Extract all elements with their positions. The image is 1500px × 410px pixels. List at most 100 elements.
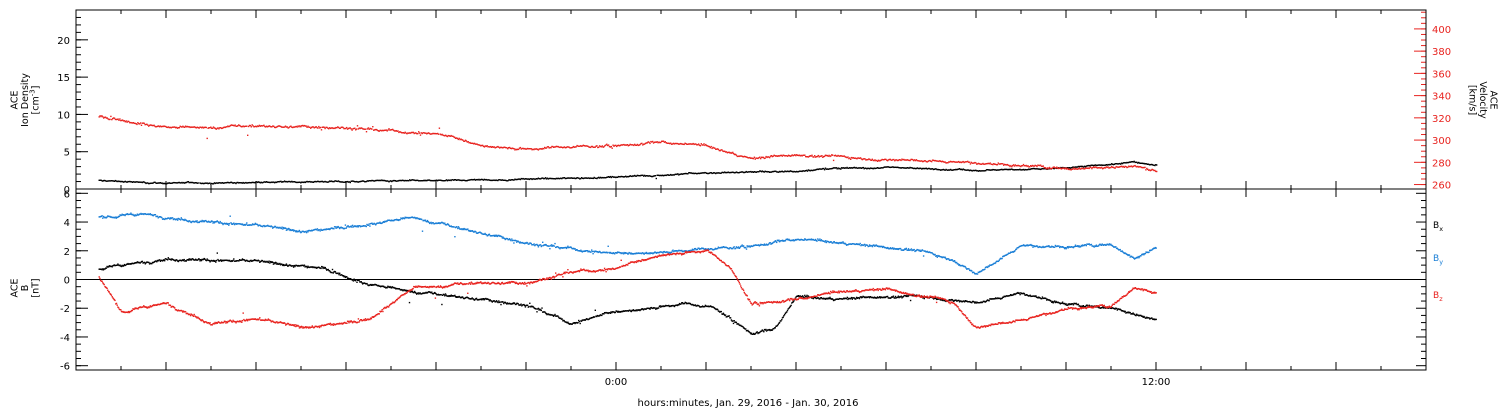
data-point — [651, 175, 653, 178]
data-point — [628, 175, 630, 178]
data-point — [473, 178, 476, 181]
data-point — [234, 182, 236, 184]
data-point — [1139, 162, 1142, 164]
data-point — [660, 174, 662, 177]
data-point — [786, 309, 789, 312]
data-point — [1108, 164, 1110, 166]
data-point — [154, 181, 156, 183]
data-point — [167, 126, 170, 128]
data-point — [288, 180, 290, 183]
data-point — [389, 219, 391, 222]
data-point — [1139, 166, 1142, 168]
data-point — [317, 266, 319, 268]
data-point — [1084, 306, 1086, 308]
data-point — [395, 287, 398, 290]
data-point — [575, 146, 577, 148]
data-point — [717, 308, 719, 311]
data-point — [420, 132, 423, 134]
data-point — [1131, 161, 1134, 163]
data-point — [279, 180, 281, 183]
data-point — [164, 183, 166, 185]
data-point — [122, 120, 125, 122]
data-point — [551, 177, 553, 180]
data-point — [779, 171, 782, 173]
data-point — [472, 298, 475, 300]
data-point — [206, 258, 208, 260]
data-point — [1057, 301, 1059, 303]
data-point — [902, 159, 904, 161]
data-point — [868, 167, 870, 170]
data-point — [238, 223, 241, 225]
data-point — [262, 181, 264, 184]
data-point — [385, 180, 387, 182]
data-point — [321, 266, 324, 268]
data-point — [729, 171, 731, 174]
data-point — [998, 169, 1000, 171]
data-point — [469, 179, 471, 181]
data-point — [312, 266, 314, 269]
data-point — [99, 215, 102, 218]
data-point — [480, 232, 483, 234]
data-point — [941, 169, 944, 171]
data-point — [251, 224, 253, 226]
data-point — [328, 181, 330, 183]
data-point — [300, 182, 302, 184]
data-point — [1096, 164, 1098, 167]
data-point — [720, 172, 722, 174]
data-point — [832, 167, 834, 170]
data-point — [701, 305, 704, 307]
data-point — [990, 169, 992, 171]
data-point — [191, 181, 193, 184]
data-point — [1116, 309, 1118, 311]
data-point — [976, 163, 979, 165]
data-point — [103, 179, 106, 182]
data-point — [1097, 167, 1099, 169]
data-point — [754, 158, 756, 160]
data-point — [442, 180, 444, 182]
data-point — [502, 301, 504, 303]
data-point — [407, 179, 409, 182]
data-point — [380, 285, 383, 287]
data-point — [974, 161, 976, 164]
data-point — [673, 143, 675, 145]
data-point — [890, 159, 892, 161]
data-point — [685, 172, 687, 175]
data-point — [765, 155, 767, 158]
data-point — [441, 179, 443, 182]
data-point — [629, 143, 631, 146]
data-point — [393, 130, 396, 132]
data-point — [132, 181, 135, 183]
data-point — [183, 219, 185, 222]
data-point — [893, 158, 895, 161]
data-point — [341, 227, 344, 229]
data-point — [357, 225, 359, 227]
data-point — [348, 127, 351, 129]
data-point — [764, 157, 766, 159]
data-point — [778, 171, 780, 173]
data-point — [981, 163, 983, 165]
data-point — [204, 220, 206, 222]
data-point — [840, 168, 842, 170]
data-point — [681, 173, 684, 175]
data-point — [417, 179, 419, 182]
data-point — [1053, 166, 1055, 168]
data-point — [409, 132, 411, 134]
data-point — [557, 177, 559, 179]
data-point — [112, 117, 114, 120]
data-point — [130, 213, 133, 215]
data-point — [434, 222, 437, 224]
data-point — [945, 162, 947, 164]
data-point — [636, 310, 638, 312]
data-point — [444, 295, 446, 297]
data-point — [130, 121, 132, 124]
data-point — [187, 181, 189, 183]
data-point — [783, 313, 786, 316]
data-point — [106, 216, 108, 218]
data-point — [611, 312, 613, 314]
data-point — [527, 178, 530, 180]
data-point — [1061, 166, 1063, 169]
data-point — [1078, 165, 1080, 168]
data-point — [1103, 164, 1106, 166]
data-point — [547, 146, 549, 148]
data-point — [688, 143, 691, 145]
